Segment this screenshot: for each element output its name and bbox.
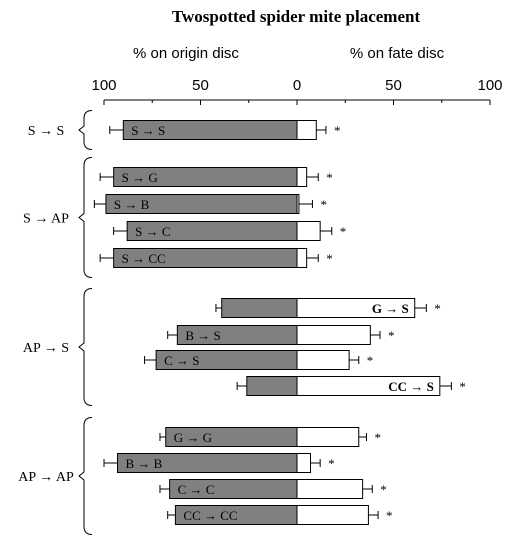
group-label: AP → S <box>23 341 69 356</box>
bar-label: S → B <box>114 197 150 212</box>
significance-star: * <box>380 482 387 497</box>
significance-star: * <box>320 197 327 212</box>
x-tick-label: 100 <box>477 77 502 94</box>
fate-bar <box>296 298 416 318</box>
bar-label: B → S <box>185 328 220 343</box>
fate-bar <box>296 221 321 241</box>
bar-label: S → C <box>135 224 170 239</box>
x-tick-label: 50 <box>385 77 402 94</box>
fate-bar <box>296 194 300 214</box>
fate-bar <box>296 427 360 447</box>
fate-bar <box>296 376 441 396</box>
significance-star: * <box>340 224 347 239</box>
fate-bar <box>296 325 371 345</box>
group-bracket <box>78 288 93 406</box>
bar-label: CC → CC <box>183 508 237 523</box>
bar-label: S → S <box>131 123 165 138</box>
group-bracket <box>78 110 93 150</box>
bar-label: B → B <box>126 456 163 471</box>
bars: S → S * S → G * S → B * S → C * S → CC * G → S * B →… <box>93 120 466 525</box>
x-tick-label: 50 <box>192 77 209 94</box>
x-tick-label: 100 <box>91 77 116 94</box>
fate-bar <box>296 167 308 187</box>
significance-star: * <box>328 456 335 471</box>
x-tick-label: 0 <box>293 77 301 94</box>
group-label: AP → AP <box>18 470 74 485</box>
significance-star: * <box>374 430 381 445</box>
origin-bar <box>246 376 298 396</box>
fate-bar <box>296 248 308 268</box>
bar-label: C → S <box>164 353 199 368</box>
group-bracket <box>78 157 93 278</box>
fate-bar <box>296 120 317 140</box>
bar-label: G → S <box>372 301 409 316</box>
group-label: S → AP <box>23 212 69 227</box>
significance-star: * <box>326 170 333 185</box>
significance-star: * <box>334 123 341 138</box>
bar-label: CC → S <box>388 379 434 394</box>
group-label: S → S <box>28 124 65 139</box>
fate-bar <box>296 350 350 370</box>
significance-star: * <box>388 328 395 343</box>
significance-star: * <box>459 379 466 394</box>
chart-title: Twospotted spider mite placement <box>172 7 421 26</box>
bar-label: G → G <box>174 430 212 445</box>
fate-bar <box>296 505 369 525</box>
bar-label: S → G <box>122 170 158 185</box>
group-brackets: S → S S → AP AP → S AP → AP <box>18 110 93 535</box>
bar-label: C → C <box>178 482 215 497</box>
right-axis-label: % on fate disc <box>350 45 445 62</box>
fate-bar <box>296 453 312 473</box>
significance-star: * <box>326 251 333 266</box>
group-bracket <box>78 417 93 535</box>
x-axis: 100 50 0 50 100 <box>91 77 503 105</box>
left-axis-label: % on origin disc <box>133 45 239 62</box>
fate-bar <box>296 479 364 499</box>
significance-star: * <box>434 301 441 316</box>
origin-bar <box>221 298 298 318</box>
bar-label: S → CC <box>122 251 166 266</box>
significance-star: * <box>386 508 393 523</box>
significance-star: * <box>367 353 374 368</box>
